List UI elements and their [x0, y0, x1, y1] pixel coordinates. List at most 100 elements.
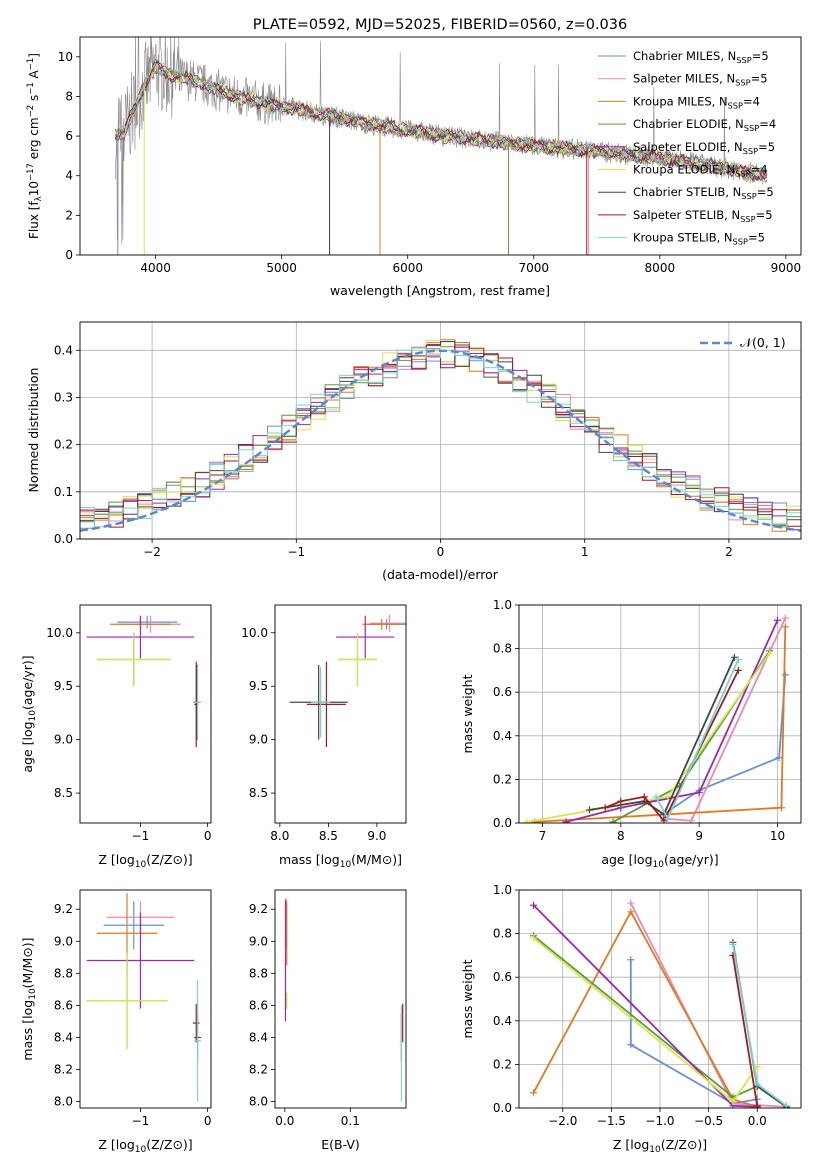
y-axis-label: mass weight [460, 674, 475, 753]
model-spectrum-chabrier-stelib [115, 60, 768, 182]
axes-frame [518, 604, 802, 824]
tick-label-x: 0.0 [748, 1114, 767, 1128]
legend-entry-normal: 𝒩(0, 1) [740, 335, 786, 350]
x-axis-label: age [log10(age/yr)] [601, 852, 718, 870]
errorbar-salpeter-stelib [192, 1003, 200, 1043]
series-point [530, 1089, 538, 1097]
x-axis-label: E(B-V) [321, 1137, 360, 1152]
errorbar-kroupa-stelib [310, 666, 331, 738]
tick-label-y: 9.5 [249, 679, 268, 693]
legend-entry-chabrier-stelib: Chabrier STELIB, NSSP=5 [633, 185, 774, 201]
series-line [532, 909, 758, 1108]
errorbar-kroupa-stelib [194, 666, 201, 738]
series-point [530, 934, 538, 942]
errorbar-kroupa-elodie [338, 632, 377, 687]
legend-entry-salpeter-stelib: Salpeter STELIB, NSSP=5 [633, 208, 773, 224]
legend-entry-kroupa-miles: Kroupa MILES, NSSP=4 [633, 94, 760, 110]
tick-label-x: 8 [617, 829, 625, 843]
tick-label-x: 7000 [519, 261, 550, 275]
plot-area [530, 899, 790, 1108]
y-axis-label: age [log10(age/yr)] [20, 655, 38, 772]
tick-label-y: 0.2 [493, 1057, 512, 1071]
tick-label-x: 9000 [771, 261, 802, 275]
y-axis-label: mass [log10(M/M⊙)] [20, 937, 38, 1060]
tick-label-y: 1.0 [493, 598, 512, 612]
histogram-salpeter-stelib [80, 344, 801, 528]
tick-label-x: −1.5 [597, 1114, 626, 1128]
chart-6: 0.0 0.1 8.0 8.2 8.4 8.6 8.8 9.0 9.2 E(B-V) [249, 889, 407, 1152]
axes-frame [79, 36, 802, 256]
tick-label-x: 2 [725, 545, 733, 559]
errorbar-kroupa-stelib [194, 979, 201, 1102]
series-point [627, 1041, 635, 1049]
tick-label-x: 10 [770, 829, 785, 843]
axes-frame [274, 889, 407, 1109]
tick-label-y: 8.5 [54, 786, 73, 800]
series-point [734, 666, 742, 674]
tick-label-y: 6 [65, 129, 73, 143]
tick-label-y: 9.0 [249, 733, 268, 747]
model-spectrum-kroupa-stelib [114, 62, 768, 181]
legend-entry-kroupa-stelib: Kroupa STELIB, NSSP=5 [633, 231, 765, 247]
tick-label-x: −2.0 [548, 1114, 577, 1128]
tick-label-x: −1.0 [645, 1114, 674, 1128]
series-point [753, 1080, 761, 1088]
series-line [532, 904, 758, 1108]
tick-label-y: 0.8 [493, 927, 512, 941]
chart-7: −2.0 −1.5 −1.0 −0.5 0.0 0.0 0.2 0.4 0.6 0.8 1.0 Z [… [460, 883, 802, 1155]
normal-curve [80, 349, 801, 532]
tick-label-y: 2 [65, 208, 73, 222]
series-point [601, 804, 609, 812]
x-axis-label: Z [log10(Z/Z⊙)] [613, 1137, 707, 1155]
series-point [609, 818, 617, 823]
chart-title: PLATE=0592, MJD=52025, FIBERID=0560, z=0… [253, 17, 627, 33]
tick-label-y: 8.8 [249, 966, 268, 980]
legend-entry-chabrier-elodie: Chabrier ELODIE, NSSP=4 [633, 117, 776, 133]
series-point [617, 797, 625, 805]
series-point [687, 817, 695, 823]
chart-3: 8.0 8.5 9.0 8.5 9.0 9.5 10.0 mass [log10(M/M⊙)] [241, 604, 407, 870]
tick-label-x: −1 [132, 829, 150, 843]
errorbar-salpeter-elodie [86, 615, 195, 659]
series-salpeter-stelib [729, 951, 761, 1108]
tick-label-y: 10.0 [241, 626, 268, 640]
tick-label-x: 0 [204, 1114, 212, 1128]
series-point [753, 1102, 761, 1108]
tick-label-x: −2 [143, 545, 161, 559]
series-point [531, 818, 539, 823]
tick-label-y: 0.0 [493, 816, 512, 830]
tick-label-y: 8.2 [249, 1063, 268, 1077]
series-kroupa-stelib [652, 656, 742, 823]
tick-label-y: 0.0 [493, 1101, 512, 1115]
series-point [523, 818, 531, 823]
tick-label-x: −1 [287, 545, 305, 559]
y-axis-label: mass weight [460, 959, 475, 1038]
series-line [732, 955, 759, 1106]
tick-label-x: 0 [204, 829, 212, 843]
tick-label-x: 9.0 [367, 829, 386, 843]
plot-area [284, 898, 404, 1102]
x-axis-label: Z [log10(Z/Z⊙)] [98, 852, 192, 870]
x-axis-label: mass [log10(M/M⊙)] [279, 852, 402, 870]
series-kroupa-elodie [523, 649, 774, 823]
series-line [732, 944, 787, 1107]
tick-label-y: 9.0 [54, 733, 73, 747]
legend-entry-kroupa-elodie: Kroupa ELODIE, NSSP=4 [633, 163, 768, 179]
axes-frame [274, 604, 407, 824]
series-point [781, 671, 789, 679]
series-point [775, 754, 783, 762]
plot-area [86, 893, 201, 1102]
series-point [774, 616, 781, 624]
series-line [732, 942, 787, 1108]
tick-label-y: 8.6 [249, 998, 268, 1012]
series-line [663, 674, 787, 816]
series-point [695, 788, 703, 796]
tick-label-y: 0.6 [493, 970, 512, 984]
tick-label-y: 9.0 [249, 934, 268, 948]
chart-1: −2 −1 0 1 2 0.0 0.1 0.2 0.3 0.4 (data-model)/error… [26, 321, 802, 582]
series-kroupa-miles [531, 623, 789, 823]
errorbar-kroupa-miles [362, 618, 402, 630]
series-point [664, 815, 672, 823]
model-spectrum-salpeter-elodie [114, 65, 768, 184]
errorbar-salpeter-elodie [86, 912, 195, 1009]
